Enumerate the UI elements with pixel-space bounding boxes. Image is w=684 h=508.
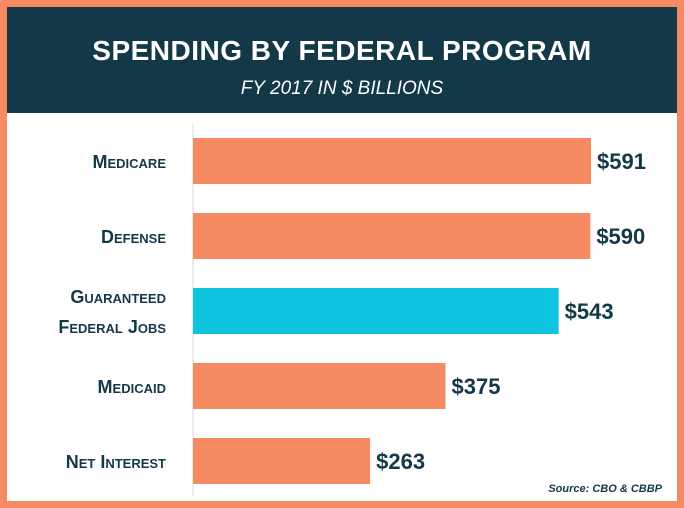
value-label-1: $590 bbox=[596, 224, 645, 249]
category-label-2: Guaranteed Federal Jobs bbox=[58, 287, 166, 337]
category-label-line: Net Interest bbox=[66, 452, 166, 472]
category-label-line: Federal Jobs bbox=[58, 317, 166, 337]
value-label-0: $591 bbox=[597, 149, 646, 174]
chart-subtitle: FY 2017 IN $ BILLIONS bbox=[240, 78, 444, 99]
category-label-1: Defense bbox=[101, 227, 166, 247]
value-label-2: $543 bbox=[565, 299, 614, 324]
category-label-line: Guaranteed bbox=[70, 287, 166, 307]
bar-1 bbox=[193, 213, 591, 259]
value-label-4: $263 bbox=[376, 449, 425, 474]
value-label-3: $375 bbox=[452, 374, 501, 399]
source-note: Source: CBO & CBBP bbox=[548, 483, 662, 495]
category-label-line: Defense bbox=[101, 227, 166, 247]
category-label-3: Medicaid bbox=[98, 377, 166, 397]
bar-2 bbox=[193, 288, 559, 334]
category-label-4: Net Interest bbox=[66, 452, 166, 472]
category-label-line: Medicare bbox=[92, 152, 166, 172]
chart-title: SPENDING BY FEDERAL PROGRAM bbox=[92, 35, 592, 66]
bar-0 bbox=[193, 138, 591, 184]
category-label-line: Medicaid bbox=[98, 377, 166, 397]
bar-4 bbox=[193, 438, 371, 484]
chart-header: SPENDING BY FEDERAL PROGRAM FY 2017 IN $… bbox=[7, 7, 677, 113]
bars-group: $591 Medicare $590 Defense $543 Guaranteed Fed… bbox=[58, 138, 646, 484]
category-label-0: Medicare bbox=[92, 152, 166, 172]
bar-3 bbox=[193, 363, 446, 409]
